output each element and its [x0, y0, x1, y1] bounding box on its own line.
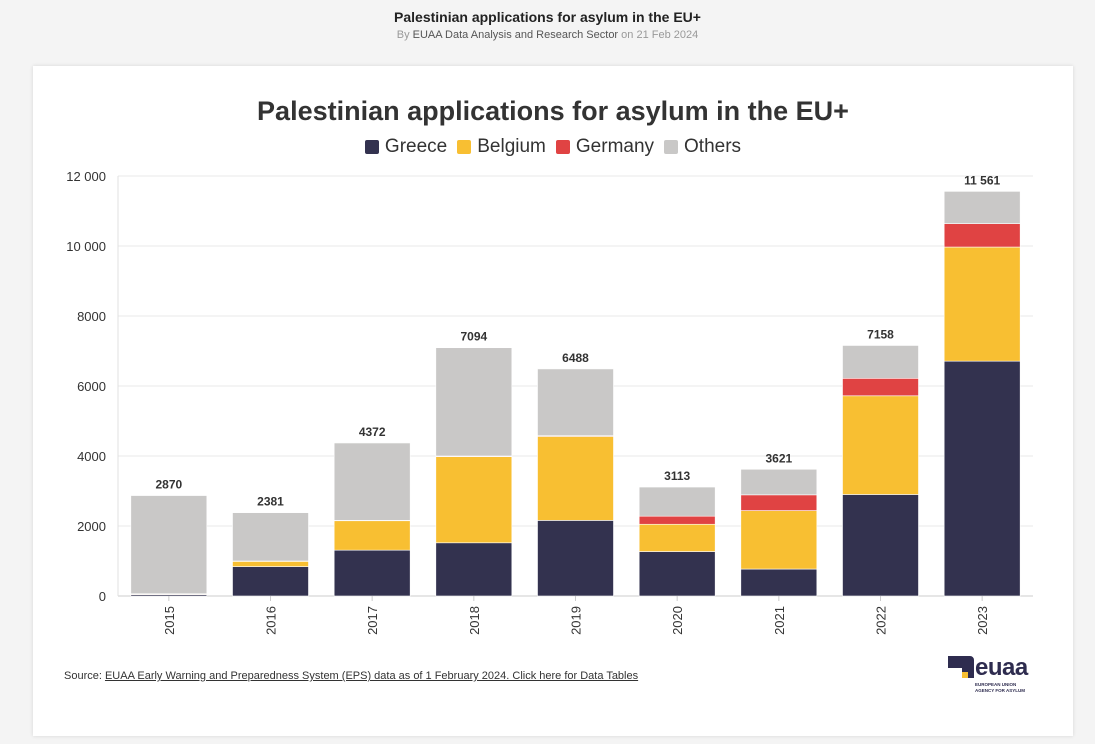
bar-segment — [130, 495, 208, 595]
x-tick-label: 2015 — [162, 606, 177, 635]
bar-segment — [435, 456, 513, 544]
legend-item-greece[interactable]: Greece — [364, 136, 448, 158]
bar-segment — [435, 542, 513, 597]
byline-date: on 21 Feb 2024 — [618, 29, 699, 41]
logo-subtitle: EUROPEAN UNION AGENCY FOR ASYLUM — [975, 682, 1035, 694]
legend-swatch-others — [664, 140, 679, 154]
bar-total-label: 2870 — [155, 478, 182, 492]
y-tick-label: 4000 — [77, 449, 106, 464]
bar-total-label: 7094 — [460, 330, 487, 344]
bar-segment — [638, 486, 716, 517]
logo-line-1: EUROPEAN UNION — [975, 682, 1017, 687]
stacked-bar-chart: 0 2000 4000 6000 8000 10 000 12 000 2870 2015 238… — [66, 169, 1033, 635]
legend-item-belgium[interactable]: Belgium — [457, 136, 546, 158]
bar-total-label: 4372 — [359, 425, 386, 439]
x-tick-label: 2021 — [772, 606, 787, 635]
euaa-logo-mark-icon — [948, 656, 974, 678]
byline-author[interactable]: EUAA Data Analysis and Research Sector — [412, 29, 619, 41]
x-tick-label: 2018 — [467, 606, 482, 635]
bar-segment — [943, 246, 1021, 362]
bar-segment — [232, 512, 309, 562]
legend-swatch-germany — [555, 140, 570, 154]
chart-card: Palestinian applications for asylum in t… — [33, 66, 1073, 736]
legend-item-germany[interactable]: Germany — [555, 136, 655, 158]
bar-segment — [638, 551, 716, 597]
legend-swatch-belgium — [457, 140, 472, 154]
source-prefix: Source: — [64, 670, 105, 682]
legend-label-belgium: Belgium — [477, 136, 546, 157]
y-tick-label: 12 000 — [66, 169, 106, 184]
bar-segment — [842, 377, 919, 397]
legend-label-greece: Greece — [384, 136, 448, 157]
x-tick-label: 2017 — [365, 606, 380, 635]
bar-segment — [943, 360, 1021, 597]
chart-title: Palestinian applications for asylum in t… — [257, 96, 849, 126]
bar-segment — [333, 442, 411, 521]
bar-segment — [435, 347, 513, 457]
bar-segment — [537, 520, 614, 597]
bar-segment — [333, 549, 411, 597]
bar-total-label: 7158 — [867, 327, 894, 341]
chart-legend: Greece Belgium Germany Others — [33, 136, 1073, 158]
bar-segment — [943, 191, 1021, 224]
x-tick-label: 2016 — [264, 606, 279, 635]
bar-segment — [232, 561, 309, 567]
y-tick-label: 0 — [99, 589, 106, 604]
bar-segment — [842, 494, 919, 597]
bar-total-label: 2381 — [257, 495, 284, 509]
bar-segment — [638, 515, 716, 525]
y-tick-label: 8000 — [77, 309, 106, 324]
bar-segment — [740, 510, 818, 570]
bar-segment — [232, 566, 309, 597]
page-header: Palestinian applications for asylum in t… — [0, 8, 1095, 43]
logo-line-2: AGENCY FOR ASYLUM — [975, 688, 1026, 693]
y-tick-label: 2000 — [77, 519, 106, 534]
bar-segment — [537, 436, 614, 521]
bar-segment — [943, 223, 1021, 248]
x-tick-label: 2020 — [670, 606, 685, 635]
x-tick-label: 2019 — [569, 606, 584, 635]
byline: By EUAA Data Analysis and Research Secto… — [0, 27, 1095, 43]
legend-label-germany: Germany — [575, 136, 655, 157]
y-tick-label: 6000 — [77, 379, 106, 394]
bar-segment — [842, 345, 919, 379]
bar-segment — [537, 368, 614, 437]
bar-segment — [333, 520, 411, 551]
bar-total-label: 3621 — [765, 451, 792, 465]
page-title: Palestinian applications for asylum in t… — [394, 9, 701, 25]
bar-segment — [740, 568, 818, 597]
source-note: Source: EUAA Early Warning and Preparedn… — [64, 670, 638, 682]
legend-swatch-greece — [364, 140, 379, 154]
logo-wordmark: euaa — [975, 654, 1028, 681]
bar-segment — [842, 395, 919, 495]
legend-item-others[interactable]: Others — [664, 136, 741, 158]
bar-total-label: 3113 — [664, 469, 690, 483]
bar-total-label: 11 561 — [964, 173, 1000, 187]
bar-segment — [740, 494, 818, 511]
bar-segment — [740, 468, 818, 496]
bar-segment — [638, 523, 716, 552]
y-tick-label: 10 000 — [66, 239, 106, 254]
bar-total-label: 6488 — [562, 351, 589, 365]
x-tick-label: 2022 — [874, 606, 889, 635]
source-link[interactable]: EUAA Early Warning and Preparedness Syst… — [104, 670, 639, 682]
byline-prefix: By — [396, 29, 413, 41]
legend-label-others: Others — [684, 136, 742, 157]
euaa-logo[interactable]: euaa EUROPEAN UNION AGENCY FOR ASYLUM — [948, 654, 1028, 696]
x-tick-label: 2023 — [975, 606, 990, 635]
